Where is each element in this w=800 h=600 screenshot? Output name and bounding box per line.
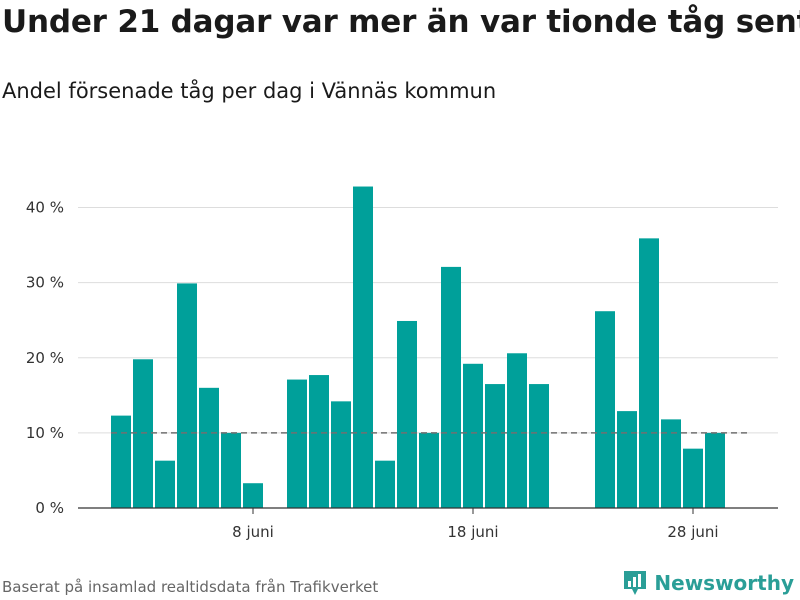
brand-logo[interactable]: Newsworthy	[622, 569, 794, 597]
y-tick-label: 20 %	[26, 349, 64, 367]
bar	[441, 266, 461, 508]
bar	[529, 384, 549, 508]
bar	[221, 432, 241, 508]
brand-name: Newsworthy	[654, 571, 794, 595]
bar	[617, 411, 637, 508]
bar	[397, 320, 417, 508]
x-tick-label: 8 juni	[232, 523, 274, 541]
bar	[155, 460, 175, 508]
x-tick-label: 28 juni	[667, 523, 718, 541]
axes: 0 % 10 % 20 % 30 % 40 % 8 juni 18 juni 28 juni	[26, 199, 778, 541]
bar	[353, 186, 373, 508]
bar	[683, 448, 703, 508]
chart-title: Under 21 dagar var mer än var tionde tåg…	[2, 4, 800, 40]
chart-subtitle: Andel försenade tåg per dag i Vännäs kom…	[2, 79, 497, 103]
bar	[485, 384, 505, 508]
bars	[111, 186, 725, 508]
bar	[287, 379, 307, 508]
bar	[507, 353, 527, 508]
bar	[705, 432, 725, 508]
bar-chart: 0 % 10 % 20 % 30 % 40 % 8 juni 18 juni 28 juni	[26, 186, 778, 541]
y-tick-label: 0 %	[35, 499, 64, 517]
y-tick-label: 40 %	[26, 199, 64, 217]
bar	[331, 401, 351, 508]
source-note: Baserat på insamlad realtidsdata från Tr…	[2, 578, 379, 596]
bar	[639, 238, 659, 508]
y-tick-label: 10 %	[26, 424, 64, 442]
bar	[661, 419, 681, 508]
bar	[419, 432, 439, 508]
bar	[133, 359, 153, 508]
bar	[595, 311, 615, 508]
newsworthy-logo-icon	[624, 571, 647, 595]
bar	[375, 460, 395, 508]
bar	[463, 363, 483, 508]
bar	[111, 415, 131, 508]
x-tick-label: 18 juni	[447, 523, 498, 541]
bar	[309, 375, 329, 508]
y-tick-label: 30 %	[26, 274, 64, 292]
bar	[199, 387, 219, 508]
bar	[243, 483, 263, 508]
bar	[177, 283, 197, 508]
